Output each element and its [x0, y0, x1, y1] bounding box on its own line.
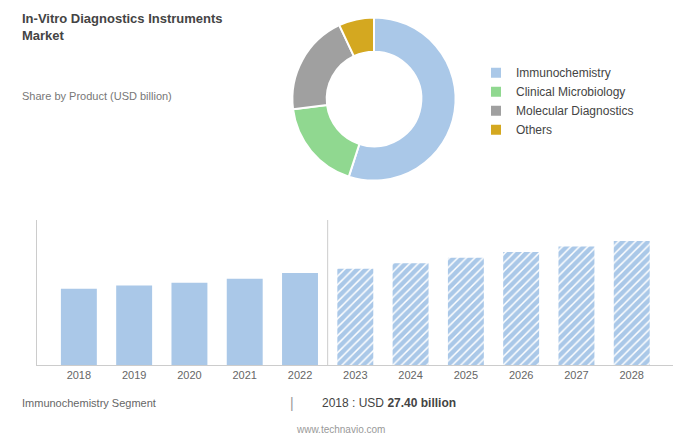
svg-text:2019: 2019: [122, 369, 146, 381]
svg-text:2026: 2026: [509, 369, 533, 381]
svg-text:2018 : USD 27.40 billion: 2018 : USD 27.40 billion: [322, 396, 456, 410]
svg-text:2022: 2022: [288, 369, 312, 381]
svg-text:Clinical Microbiology: Clinical Microbiology: [516, 85, 625, 99]
svg-text:2020: 2020: [177, 369, 201, 381]
svg-text:2028: 2028: [619, 369, 643, 381]
svg-text:Others: Others: [516, 123, 552, 137]
svg-text:Immunochemistry: Immunochemistry: [516, 66, 611, 80]
svg-text:2025: 2025: [454, 369, 478, 381]
svg-text:In-Vitro Diagnostics Instrumen: In-Vitro Diagnostics InstrumentsMarket: [22, 11, 223, 43]
svg-text:Share by Product (USD billion): Share by Product (USD billion): [22, 90, 172, 102]
svg-text:2023: 2023: [343, 369, 367, 381]
svg-text:Molecular Diagnostics: Molecular Diagnostics: [516, 104, 633, 118]
svg-text:2024: 2024: [398, 369, 422, 381]
svg-text:2021: 2021: [232, 369, 256, 381]
svg-text:Immunochemistry Segment: Immunochemistry Segment: [22, 397, 156, 409]
svg-text:2018: 2018: [67, 369, 91, 381]
svg-text:|: |: [290, 395, 294, 411]
svg-text:www.technavio.com: www.technavio.com: [296, 424, 385, 435]
svg-text:2027: 2027: [564, 369, 588, 381]
